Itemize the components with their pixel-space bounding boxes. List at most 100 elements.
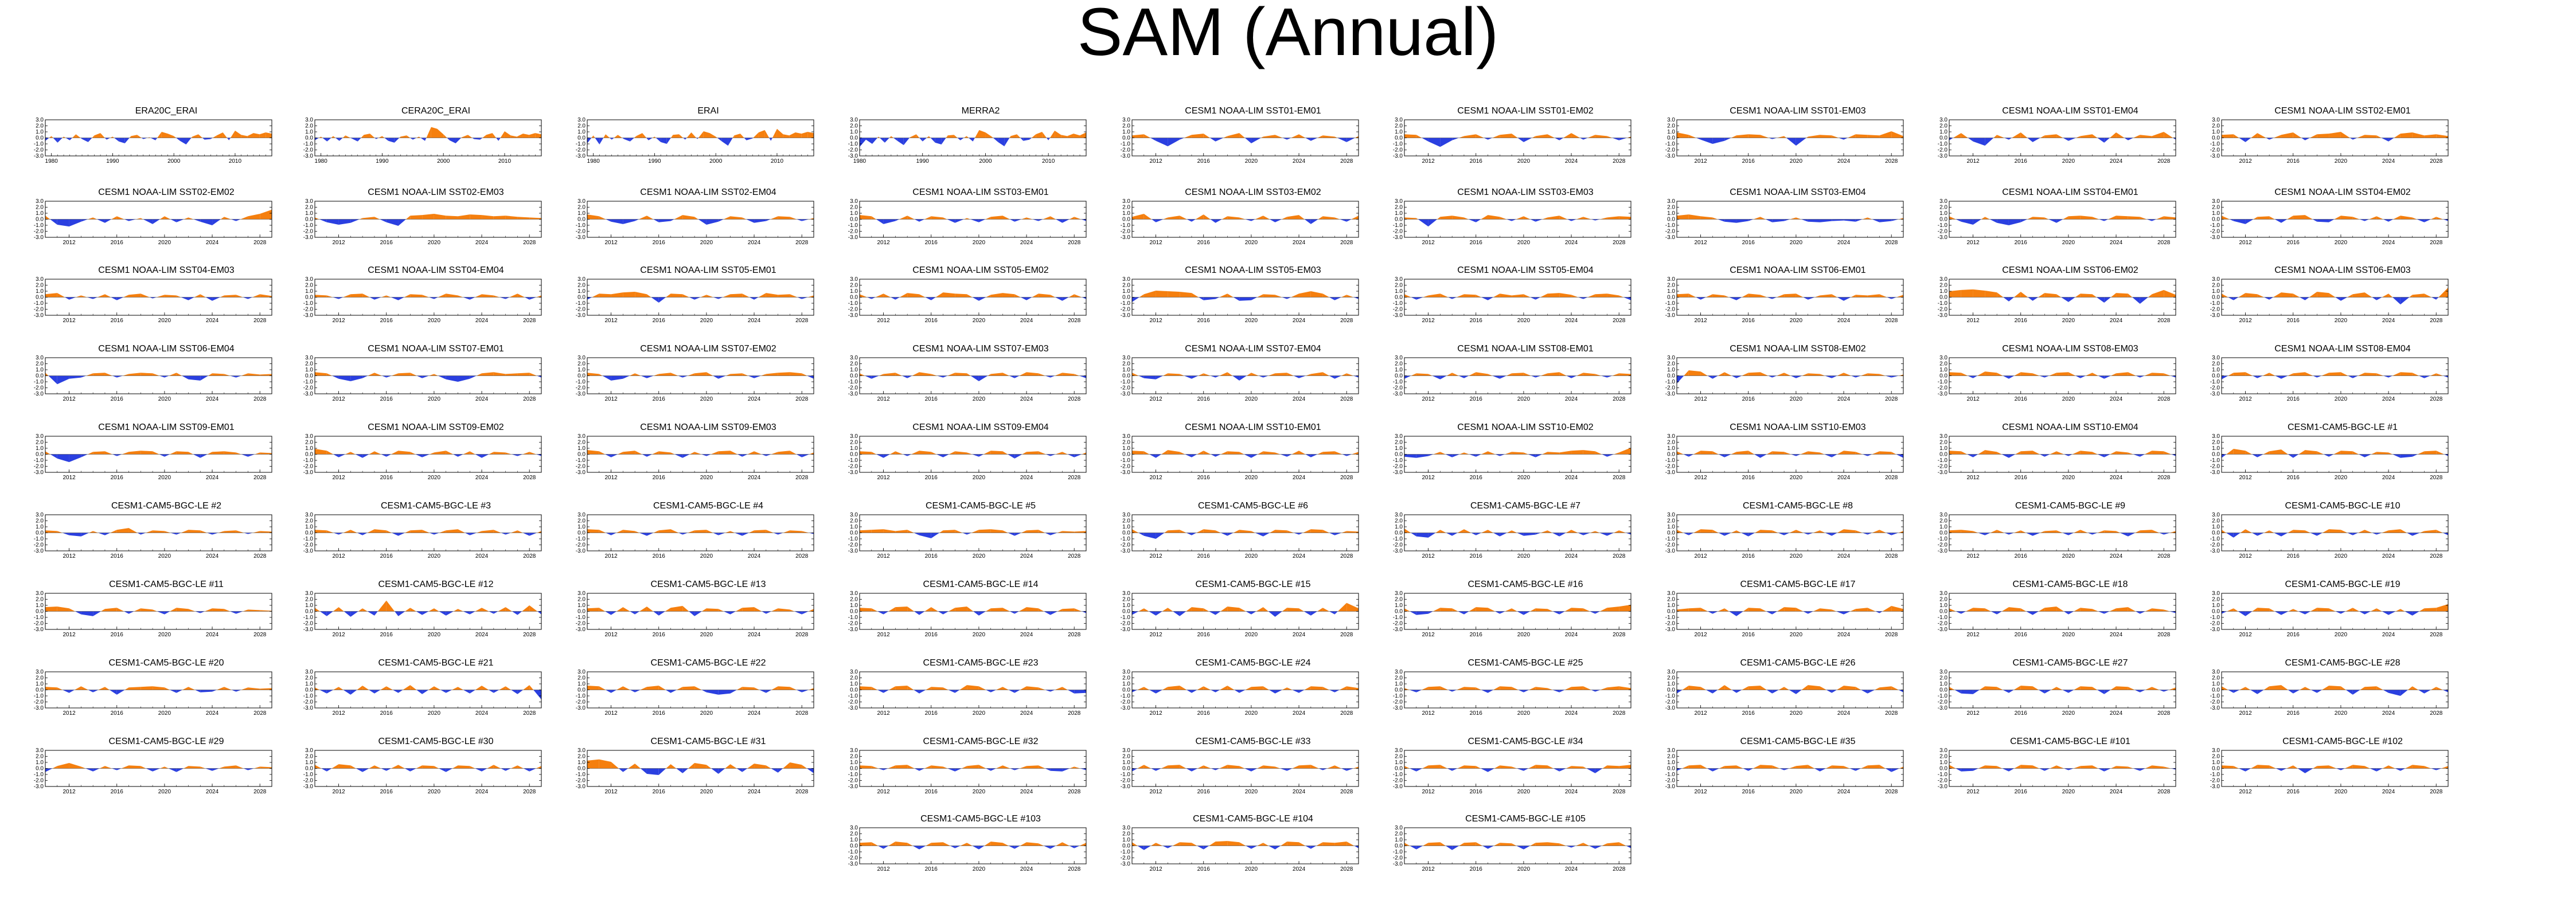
x-tick-label: 2024 — [1565, 553, 1578, 559]
positive-area — [2400, 132, 2413, 138]
negative-area — [207, 533, 213, 535]
positive-area — [587, 214, 599, 220]
negative-area — [1138, 375, 1144, 378]
x-tick-label: 2016 — [380, 475, 393, 481]
positive-area — [1595, 451, 1602, 455]
x-tick-label: 2024 — [1565, 475, 1578, 481]
positive-area — [967, 452, 973, 455]
negative-area — [434, 297, 438, 299]
positive-area — [64, 136, 66, 138]
positive-area — [192, 134, 198, 138]
positive-area — [504, 131, 511, 138]
y-tick-label: -1.0 — [303, 300, 314, 307]
x-tick-label: 2016 — [2287, 158, 2300, 165]
y-tick-label: -3.0 — [2210, 391, 2220, 397]
positive-area — [2092, 452, 2098, 455]
negative-area — [244, 533, 248, 534]
y-tick-label: 2.0 — [577, 205, 586, 211]
positive-area — [2257, 294, 2264, 298]
positive-area — [2148, 294, 2152, 298]
y-tick-label: -1.0 — [34, 457, 44, 464]
negative-area — [1724, 533, 1731, 536]
positive-area — [1800, 451, 1808, 455]
positive-area — [89, 531, 93, 533]
y-tick-label: -2.0 — [576, 147, 586, 154]
negative-area — [338, 375, 351, 381]
positive-area — [740, 134, 744, 138]
positive-area — [482, 530, 494, 533]
positive-area — [2253, 217, 2258, 220]
positive-area — [1062, 531, 1075, 533]
negative-area — [1837, 297, 1844, 301]
x-tick-label: 2020 — [1517, 396, 1531, 402]
positive-area — [1700, 451, 1713, 455]
positive-area — [686, 132, 692, 138]
negative-area — [1023, 138, 1030, 141]
positive-area — [694, 452, 701, 455]
y-tick-label: -2.0 — [303, 464, 314, 470]
positive-area — [1595, 135, 1607, 138]
positive-area — [689, 452, 695, 455]
negative-area — [322, 138, 327, 142]
positive-area — [93, 373, 105, 376]
x-tick-label: 2020 — [2062, 475, 2075, 481]
positive-area — [599, 530, 606, 533]
negative-area — [2099, 219, 2105, 221]
positive-area — [1855, 530, 1863, 533]
negative-area — [1796, 375, 1802, 378]
negative-area — [1150, 138, 1156, 141]
positive-area — [116, 216, 124, 220]
positive-area — [1191, 134, 1204, 138]
negative-area — [737, 454, 743, 457]
negative-area — [453, 454, 458, 457]
positive-area — [1239, 452, 1244, 455]
x-tick-label: 2020 — [1245, 240, 1258, 246]
x-tick-label: 2024 — [1020, 396, 1033, 402]
y-tick-label: -3.0 — [576, 469, 586, 476]
positive-area — [947, 373, 955, 376]
x-tick-label: 2028 — [523, 396, 536, 402]
positive-area — [1760, 372, 1769, 376]
y-tick-label: -2.0 — [2210, 464, 2220, 470]
positive-area — [758, 130, 765, 138]
negative-area — [735, 533, 743, 536]
negative-area — [1282, 138, 1287, 140]
positive-area — [634, 136, 637, 138]
panel: CESM1 NOAA-LIM SST07-EM04 3.0 2.0 1.0 0.0 -1.… — [1118, 344, 1388, 407]
negative-area — [455, 138, 462, 143]
positive-area — [783, 530, 790, 533]
negative-area — [333, 297, 339, 299]
x-tick-label: 2016 — [1742, 158, 1755, 165]
positive-area — [2412, 217, 2417, 220]
negative-area — [2068, 533, 2074, 535]
x-tick-label: 2012 — [877, 553, 890, 559]
negative-area — [1014, 454, 1022, 459]
negative-area — [872, 138, 878, 144]
negative-area — [1422, 138, 1428, 142]
positive-area — [623, 292, 635, 298]
x-tick-label: 2012 — [604, 475, 618, 481]
negative-area — [352, 138, 358, 142]
positive-area — [593, 135, 595, 138]
positive-area — [1299, 134, 1306, 138]
negative-area — [1476, 219, 1481, 222]
x-tick-label: 2028 — [253, 396, 267, 402]
negative-area — [1062, 219, 1070, 223]
y-tick-label: -2.0 — [34, 307, 44, 313]
negative-area — [2025, 533, 2033, 536]
y-tick-label: 3.0 — [850, 355, 858, 361]
negative-area — [748, 375, 755, 378]
x-tick-label: 2020 — [973, 240, 986, 246]
y-tick-label: 0.0 — [36, 530, 44, 537]
x-tick-label: 1980 — [587, 158, 600, 165]
positive-area — [2400, 216, 2413, 220]
negative-area — [362, 375, 368, 378]
negative-area — [1251, 454, 1258, 458]
positive-area — [1180, 452, 1185, 455]
positive-area — [2293, 293, 2300, 298]
y-tick-label: 3.0 — [1122, 276, 1130, 283]
negative-area — [230, 375, 236, 378]
negative-area — [653, 219, 659, 222]
positive-area — [1062, 373, 1075, 376]
